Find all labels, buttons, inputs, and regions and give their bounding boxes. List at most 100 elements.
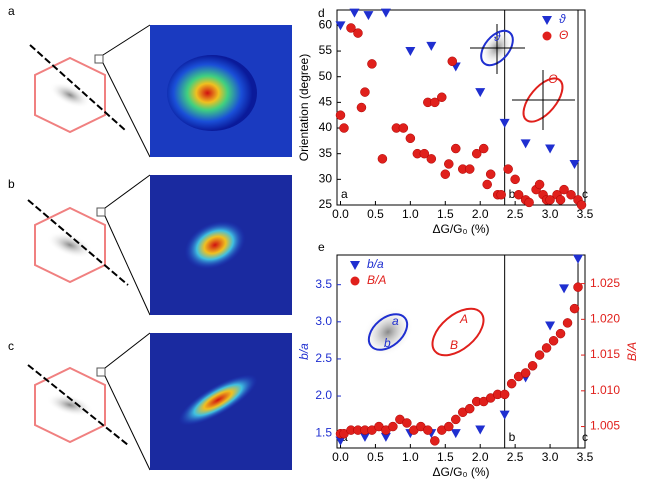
legend-marker xyxy=(542,16,552,25)
y2-tick-label: 1.025 xyxy=(590,276,620,290)
circle-marker xyxy=(353,28,363,38)
circle-marker xyxy=(573,282,583,292)
circle-marker xyxy=(566,189,576,200)
inset-shadow xyxy=(362,307,414,357)
circle-marker xyxy=(555,328,566,339)
inset-ellipse xyxy=(431,307,485,357)
plot-frame xyxy=(336,9,586,206)
inset-label: a xyxy=(392,314,399,328)
circle-marker xyxy=(440,169,451,179)
circle-marker xyxy=(527,361,538,371)
circle-marker xyxy=(444,421,454,432)
circle-marker xyxy=(524,197,534,208)
insets: ϑΘ xyxy=(470,24,575,130)
legend-label: B/A xyxy=(367,273,386,287)
circle-marker xyxy=(388,421,398,432)
inset-label: B xyxy=(450,338,458,352)
circle-marker xyxy=(430,436,440,446)
triangle-marker xyxy=(559,284,570,294)
triangle-marker xyxy=(363,11,374,21)
circle-marker xyxy=(485,169,496,179)
x-tick-label: 0.5 xyxy=(367,207,384,221)
insets: ab AB xyxy=(362,307,485,357)
region-label: a xyxy=(341,187,348,201)
x-tick-label: 1.0 xyxy=(402,450,419,464)
circle-marker xyxy=(520,368,531,378)
y2-tick-label: 1.015 xyxy=(590,347,620,361)
circle-marker xyxy=(339,123,349,133)
panel-label: c xyxy=(8,339,14,353)
circle-marker xyxy=(419,148,430,159)
circle-marker xyxy=(478,143,489,154)
circle-marker xyxy=(430,97,440,108)
region-label: c xyxy=(582,187,588,201)
circle-marker xyxy=(356,102,367,113)
circle-marker xyxy=(548,336,559,346)
circle-marker xyxy=(562,318,573,328)
circle-marker xyxy=(541,343,552,353)
circle-marker xyxy=(377,154,388,164)
region-label: b xyxy=(509,187,516,201)
panel-label: a xyxy=(8,4,15,18)
circle-marker xyxy=(569,303,580,314)
inset-label: Θ xyxy=(548,72,557,86)
circle-marker xyxy=(503,164,513,174)
y-tick-label: 40 xyxy=(319,120,333,134)
region-label: b xyxy=(509,430,516,444)
plot-frame xyxy=(336,254,586,449)
x-tick-label: 0.0 xyxy=(332,207,349,221)
triangle-marker xyxy=(380,432,391,442)
y-tick-label: 2.5 xyxy=(315,351,332,365)
y2-tick-label: 1.020 xyxy=(590,312,620,326)
circle-marker xyxy=(545,195,555,205)
panel-b-art xyxy=(27,174,292,316)
region-label: c xyxy=(582,430,588,444)
circle-marker xyxy=(423,425,433,435)
legend-label: Θ xyxy=(559,28,568,42)
y-tick-label: 2.0 xyxy=(315,388,332,402)
y-tick-label: 3.5 xyxy=(315,277,332,291)
triangle-marker xyxy=(499,118,510,128)
y-tick-label: 60 xyxy=(319,18,333,32)
x-tick-label: 2.5 xyxy=(507,207,524,221)
x-tick-label: 0.5 xyxy=(367,450,384,464)
panel-label: d xyxy=(318,6,325,20)
legend-label: b/a xyxy=(367,257,384,271)
triangle-marker xyxy=(545,144,556,154)
x-tick-label: 2.5 xyxy=(507,450,524,464)
inset-ellipse xyxy=(367,313,409,351)
triangle-marker xyxy=(545,321,556,331)
y-tick-label: 35 xyxy=(319,146,333,160)
left-panels xyxy=(27,24,292,471)
circle-marker xyxy=(555,195,566,205)
inset-label: b xyxy=(384,336,391,350)
inset-label: A xyxy=(459,312,468,326)
y2-axis-label: B/A xyxy=(625,342,639,361)
circle-marker xyxy=(367,59,377,69)
y-tick-label: 30 xyxy=(319,172,333,186)
x-tick-label: 3.0 xyxy=(542,450,559,464)
circle-marker xyxy=(398,123,409,133)
x-tick-label: 3.5 xyxy=(577,450,594,464)
circle-marker xyxy=(444,159,454,169)
x-tick-label: 0.0 xyxy=(332,450,349,464)
y-tick-label: 25 xyxy=(319,197,333,211)
circle-marker xyxy=(464,164,475,174)
circle-marker xyxy=(437,92,447,102)
circle-marker xyxy=(506,378,517,389)
circle-marker xyxy=(499,389,510,400)
circle-marker xyxy=(534,179,545,190)
inset-label: ϑ xyxy=(494,30,501,44)
x-tick-label: 2.0 xyxy=(472,207,489,221)
y-axis-label: Orientation (degree) xyxy=(297,54,311,161)
triangle-marker xyxy=(520,139,531,149)
triangle-marker xyxy=(573,254,584,264)
circle-marker xyxy=(451,414,461,425)
y-tick-label: 1.5 xyxy=(315,425,332,439)
triangle-marker xyxy=(380,8,391,18)
circle-marker xyxy=(510,174,520,185)
circle-marker xyxy=(426,154,437,164)
triangle-marker xyxy=(475,425,486,435)
triangle-marker xyxy=(335,21,346,31)
triangle-marker xyxy=(499,410,510,420)
